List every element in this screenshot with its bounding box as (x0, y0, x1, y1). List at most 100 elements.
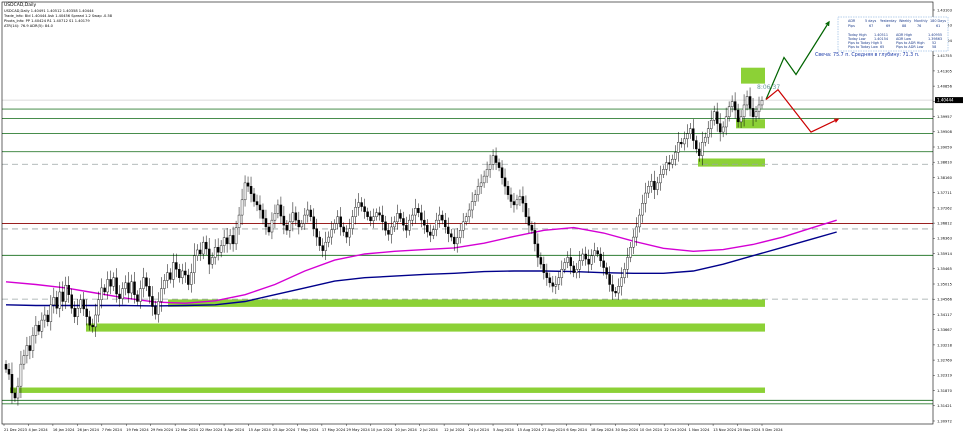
candle-body (715, 111, 719, 124)
candle-body (596, 250, 599, 255)
candle-body (464, 216, 468, 223)
candle-body (384, 221, 387, 231)
adr-r1-c3: 1.39863 (928, 37, 942, 41)
candle-body (94, 314, 97, 328)
candle-body (318, 236, 322, 246)
candle-body (760, 100, 764, 106)
candle-body (617, 286, 620, 294)
candle-body (82, 299, 85, 310)
candle-body (109, 279, 112, 287)
candle-body (252, 193, 256, 202)
candle-body (757, 104, 761, 112)
candle-body (139, 288, 142, 302)
candle-body (479, 182, 483, 187)
y-tick-label: 1.32319 (937, 374, 953, 378)
x-tick-label: 17 May 2024 (322, 428, 346, 432)
candle-body (698, 148, 701, 156)
candle-body (97, 299, 100, 316)
y-tick-label: 1.37711 (937, 191, 952, 195)
x-tick-label: 22 Mar 2024 (200, 428, 223, 432)
x-tick-label: 10 Oct 2024 (640, 428, 663, 432)
bearish-projection-arrow (765, 88, 839, 133)
candle-body (429, 231, 432, 236)
candle-body (560, 269, 564, 278)
x-tick-label: 2 Jul 2024 (420, 428, 439, 432)
candle-body (638, 214, 641, 228)
candle-body (207, 248, 211, 265)
x-tick-label: 7 May 2024 (297, 428, 319, 432)
x-tick-label: 5 Dec 2024 (762, 428, 783, 432)
candle-body (599, 253, 602, 262)
candle-body (441, 214, 444, 221)
y-tick-label: 1.31421 (937, 404, 952, 408)
candle-body (184, 270, 187, 276)
candle-body (692, 128, 695, 141)
candle-depth-note: Свеча: 75.7 п. Средняя в глубину: 71.3 п… (815, 52, 919, 58)
candle-body (172, 262, 175, 280)
candle-body (28, 345, 32, 351)
candle-body (342, 226, 345, 233)
x-tick-label: 30 Sep 2024 (615, 428, 638, 432)
candle-body (449, 233, 453, 238)
x-tick-label: 25 Nov 2024 (738, 428, 762, 432)
y-tick-label: 1.43103 (937, 8, 952, 12)
candle-body (674, 152, 677, 160)
candle-body (602, 260, 605, 268)
candle-body (530, 225, 534, 231)
candle-body (327, 236, 330, 243)
adr-r1-c1: 1.40154 (874, 37, 888, 41)
candle-body (291, 212, 295, 223)
candle-body (228, 235, 232, 245)
x-tick-label: 27 Aug 2024 (542, 428, 566, 432)
candle-body (548, 277, 552, 284)
x-tick-label: 15 Apr 2024 (249, 428, 272, 432)
candle-body (13, 392, 17, 399)
candle-body (751, 108, 755, 118)
y-tick-label: 1.30972 (937, 419, 952, 423)
candle-body (142, 277, 145, 289)
candle-body (249, 186, 253, 194)
moving-average-slow (5, 231, 837, 307)
candle-body (145, 277, 148, 287)
info-line-2: Trade_Info: Bid 1.40444 Ask 1.40456 Spre… (3, 14, 113, 18)
candle-body (169, 272, 172, 280)
candle-body (417, 208, 420, 213)
candle-body (91, 324, 94, 328)
candle-body (554, 284, 558, 287)
adr-v4: 76 (917, 24, 921, 28)
candle-body (608, 274, 611, 285)
adr-h5: 180 Days (930, 19, 946, 23)
candle-body (16, 385, 20, 399)
candle-body (709, 120, 713, 129)
adr-r3-c1: 65 (880, 45, 884, 49)
candle-body (581, 253, 584, 262)
info-line-1: USDCAD,Daily 1.40491 1.40512 1.40358 1.4… (4, 9, 94, 13)
candle-body (213, 247, 217, 258)
candle-body (455, 237, 459, 245)
candle-body (231, 235, 235, 245)
candle-body (348, 228, 351, 238)
candle-body (446, 226, 450, 234)
candle-body (360, 202, 363, 207)
y-tick-label: 1.36812 (937, 222, 952, 226)
candle-body (190, 272, 193, 285)
candle-body (324, 241, 327, 251)
candle-body (539, 257, 543, 265)
candle-body (730, 101, 734, 107)
candle-body (7, 369, 11, 375)
candle-body (222, 237, 226, 246)
bullish-projection-arrow (765, 21, 830, 100)
candle-body (288, 221, 292, 231)
x-tick-label: 29 Feb 2024 (151, 428, 174, 432)
candle-body (127, 282, 130, 294)
candle-body (76, 308, 79, 317)
adr-v2: 69 (886, 24, 890, 28)
candle-body (611, 284, 614, 292)
candle-body (500, 167, 504, 179)
candle-body (644, 192, 647, 204)
x-tick-label: 21 Dec 2023 (4, 428, 27, 432)
candle-body (336, 216, 339, 224)
candle-body (67, 284, 70, 295)
candle-body (533, 230, 537, 245)
